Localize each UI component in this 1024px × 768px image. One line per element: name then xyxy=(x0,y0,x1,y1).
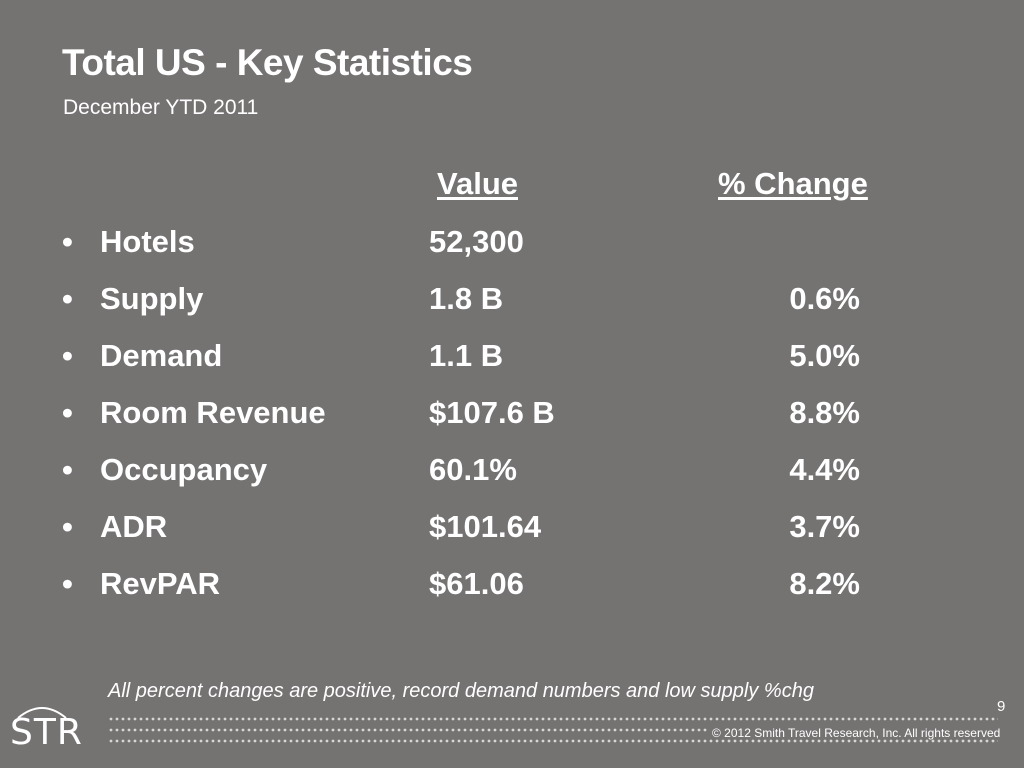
stat-label: Room Revenue xyxy=(100,395,326,430)
stat-value: $61.06 xyxy=(429,566,524,601)
stat-change: 8.2% xyxy=(789,566,860,601)
stat-change: 4.4% xyxy=(789,452,860,487)
stat-row-hotels: • Hotels 52,300 xyxy=(0,224,1024,264)
column-header-change: % Change xyxy=(718,166,868,201)
stat-row-occupancy: • Occupancy 60.1% 4.4% xyxy=(0,452,1024,492)
bullet-icon: • xyxy=(62,224,73,259)
stat-row-demand: • Demand 1.1 B 5.0% xyxy=(0,338,1024,378)
slide-subtitle: December YTD 2011 xyxy=(63,96,259,119)
page-number: 9 xyxy=(997,698,1006,715)
stat-row-supply: • Supply 1.8 B 0.6% xyxy=(0,281,1024,321)
stat-value: $101.64 xyxy=(429,509,542,544)
bullet-icon: • xyxy=(62,395,73,430)
stat-value: 60.1% xyxy=(429,452,517,487)
footnote: All percent changes are positive, record… xyxy=(108,680,814,702)
stat-label: ADR xyxy=(100,509,168,544)
stat-change: 8.8% xyxy=(789,395,860,430)
decorative-dot-row-1 xyxy=(108,714,998,724)
bullet-icon: • xyxy=(62,509,73,544)
stat-change: 3.7% xyxy=(789,509,860,544)
stat-value: 52,300 xyxy=(429,224,524,259)
stat-row-room-revenue: • Room Revenue $107.6 B 8.8% xyxy=(0,395,1024,435)
str-logo: STR xyxy=(10,700,90,760)
stat-value: $107.6 B xyxy=(429,395,555,430)
bullet-icon: • xyxy=(62,281,73,316)
stat-change: 0.6% xyxy=(789,281,860,316)
bullet-icon: • xyxy=(62,452,73,487)
stat-change: 5.0% xyxy=(789,338,860,373)
bullet-icon: • xyxy=(62,566,73,601)
copyright-notice: © 2012 Smith Travel Research, Inc. All r… xyxy=(712,726,1001,740)
stat-value: 1.1 B xyxy=(429,338,504,373)
stat-label: RevPAR xyxy=(100,566,221,601)
stat-row-revpar: • RevPAR $61.06 8.2% xyxy=(0,566,1024,606)
stat-label: Demand xyxy=(100,338,223,373)
logo-text: STR xyxy=(10,712,83,753)
stat-value: 1.8 B xyxy=(429,281,504,316)
stat-row-adr: • ADR $101.64 3.7% xyxy=(0,509,1024,549)
logo-arc-icon xyxy=(17,707,67,719)
stat-label: Occupancy xyxy=(100,452,268,487)
column-header-value: Value xyxy=(437,166,518,201)
decorative-dot-row-2 xyxy=(108,725,708,735)
bullet-icon: • xyxy=(62,338,73,373)
stat-label: Supply xyxy=(100,281,204,316)
stat-label: Hotels xyxy=(100,224,195,259)
decorative-dot-row-3 xyxy=(108,736,998,746)
slide-title: Total US - Key Statistics xyxy=(62,42,473,83)
